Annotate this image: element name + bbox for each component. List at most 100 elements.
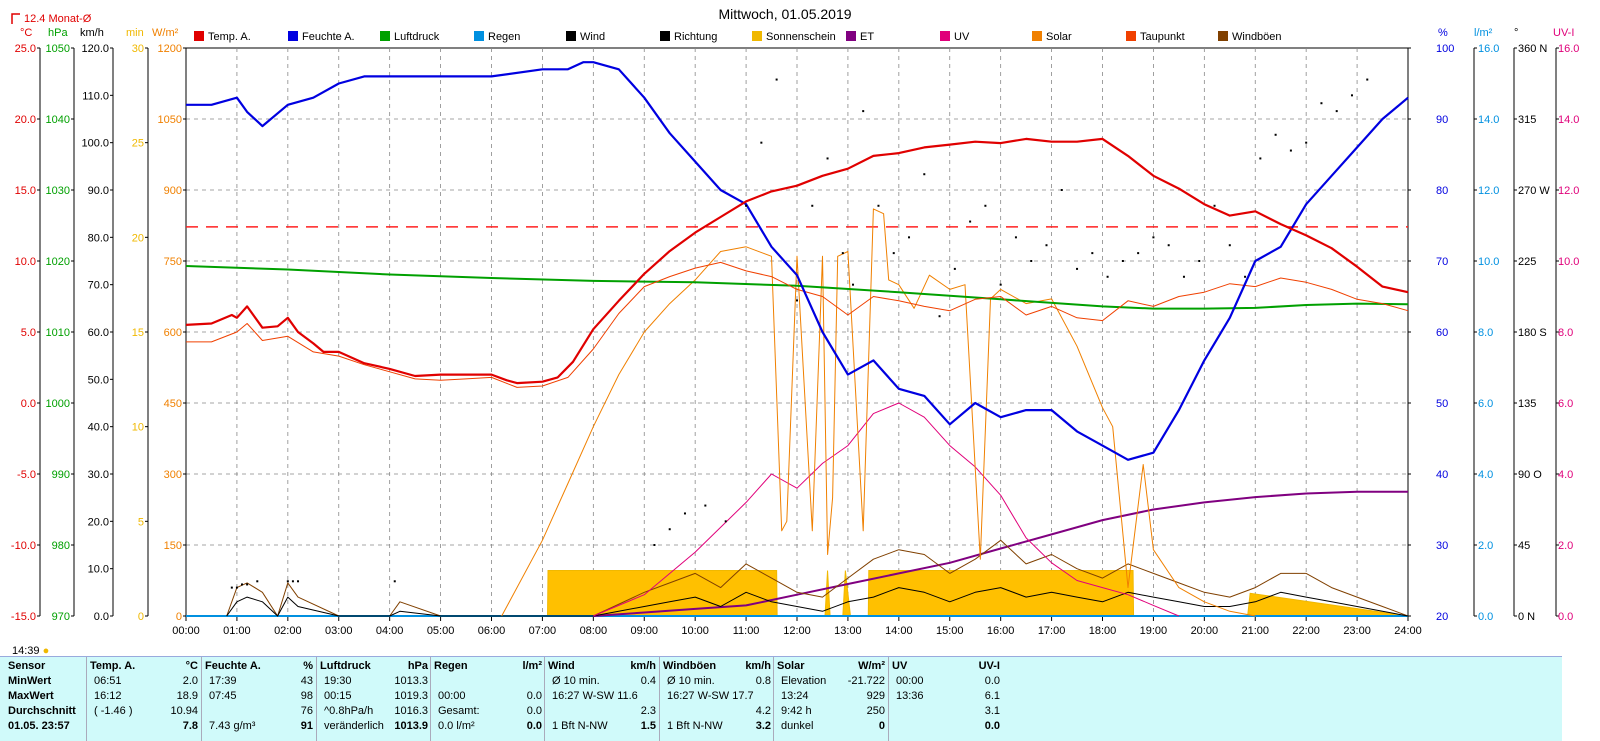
stats-column-unit: % [303, 660, 313, 672]
stats-cell-value: 929 [866, 690, 885, 702]
y-tick-label-rain: 12.0 [1478, 185, 1499, 197]
series-temp-a- [185, 137, 1409, 385]
y-tick-label-wind: 10.0 [88, 564, 109, 576]
stats-cell-value: 1013.9 [394, 720, 428, 732]
stats-cell-value: 1016.3 [394, 705, 428, 717]
stats-cell-value: 1013.3 [394, 675, 428, 687]
legend-label: Solar [1046, 31, 1072, 43]
legend-label: Luftdruck [394, 31, 440, 43]
x-tick-label: 19:00 [1140, 625, 1168, 637]
stats-cell-value: 6.1 [984, 690, 1000, 702]
stats-cell-value: 91 [300, 720, 313, 732]
y-tick-label-dir: 360 N [1518, 43, 1547, 55]
y-tick-label-pressure: 1000 [46, 398, 70, 410]
y-tick-label-sun: 25 [132, 138, 144, 150]
stats-column-header: Wind [548, 660, 575, 672]
y-tick-label-temp: 10.0 [15, 256, 36, 268]
stats-cell-value: 43 [300, 675, 313, 687]
x-tick-label: 11:00 [733, 625, 760, 637]
legend-label: ET [860, 31, 874, 43]
unit-sun: min [126, 27, 144, 39]
stats-cell-label: 06:51 [94, 675, 122, 687]
y-tick-label-sun: 15 [132, 327, 144, 339]
y-tick-label-uv: 2.0 [1558, 540, 1573, 552]
y-tick-label-rain: 16.0 [1478, 43, 1499, 55]
direction-point [1274, 133, 1277, 136]
y-tick-label-solar: 450 [164, 398, 182, 410]
x-tick-label: 09:00 [630, 625, 658, 637]
x-tick-label: 12:00 [783, 625, 811, 637]
x-tick-label: 23:00 [1343, 625, 1371, 637]
direction-point [1121, 260, 1124, 262]
direction-point [796, 299, 798, 302]
y-tick-label-hum: 70 [1436, 256, 1448, 268]
x-tick-label: 00:00 [172, 625, 200, 637]
stats-cell-value: 10.94 [170, 705, 198, 717]
y-tick-label-pressure: 1040 [46, 114, 70, 126]
stats-cell-label: 00:15 [324, 690, 352, 702]
stats-cell-value: 0.0 [984, 720, 1000, 732]
stats-cell-value: 98 [300, 690, 313, 702]
y-tick-label-rain: 0.0 [1478, 611, 1493, 623]
y-tick-label-pressure: 1050 [46, 43, 70, 55]
stats-column-header: Windböen [663, 660, 717, 672]
direction-point [653, 544, 656, 546]
stats-column-unit: km/h [745, 660, 771, 672]
stats-column-divider [888, 657, 889, 741]
direction-point [1350, 94, 1353, 97]
stats-cell-label: Ø 10 min. [667, 675, 715, 687]
stats-column-divider [659, 657, 660, 741]
x-tick-label: 17:00 [1038, 625, 1066, 637]
stats-cell-value: 4.2 [755, 705, 771, 717]
weather-chart: Mittwoch, 01.05.2019 Temp. A. Feuchte A. L… [11, 6, 1580, 637]
direction-point [1152, 236, 1155, 239]
legend-swatch [940, 31, 950, 41]
stats-cell-value: 0.0 [526, 690, 542, 702]
x-tick-label: 03:00 [325, 625, 353, 637]
direction-point [984, 204, 987, 207]
x-tick-label: 20:00 [1191, 625, 1219, 637]
unit-pressure: hPa [48, 27, 68, 39]
stats-row-label: MaxWert [8, 690, 54, 702]
x-tick-label: 07:00 [529, 625, 557, 637]
y-tick-label-wind: 70.0 [88, 280, 109, 292]
y-tick-label-wind: 0.0 [94, 611, 109, 623]
series-luftdruck [185, 265, 1409, 310]
stats-column-header: Regen [434, 660, 468, 672]
stats-cell-label: ^0.8hPa/h [324, 705, 374, 717]
direction-point [246, 583, 249, 586]
stats-cell-value: 0 [878, 720, 885, 732]
direction-point [1182, 275, 1185, 278]
stats-column-unit: UV-I [978, 660, 1000, 672]
y-tick-label-hum: 60 [1436, 327, 1448, 339]
y-tick-label-pressure: 980 [52, 540, 70, 552]
axis-unit-labels: °C hPa km/h min W/m² % l/m² ° UV-I [20, 27, 1574, 39]
stats-cell-label: 7.43 g/m³ [209, 720, 256, 732]
month-average-label: 12.4 Monat-Ø [11, 13, 92, 25]
legend-label: Wind [580, 31, 605, 43]
stats-cell-value: 2.0 [182, 675, 198, 687]
stats-cell-label: 0.0 l/m² [438, 720, 475, 732]
y-tick-label-hum: 50 [1436, 398, 1448, 410]
direction-point [1060, 189, 1063, 191]
stats-row-label: Durchschnitt [8, 705, 76, 717]
y-tick-label-solar: 900 [164, 185, 182, 197]
y-tick-label-solar: 1050 [158, 114, 182, 126]
legend: Temp. A. Feuchte A. Luftdruck Regen Wind Rich… [194, 31, 1282, 43]
stats-cell-label: 16:27 W-SW 17.7 [667, 690, 754, 702]
y-tick-label-wind: 60.0 [88, 327, 109, 339]
legend-label: Temp. A. [208, 31, 251, 43]
legend-swatch [752, 31, 762, 41]
y-tick-label-temp: 5.0 [21, 327, 36, 339]
x-tick-label: 16:00 [987, 625, 1015, 637]
y-tick-label-rain: 4.0 [1478, 469, 1493, 481]
y-tick-label-uv: 12.0 [1558, 185, 1579, 197]
y-tick-label-temp: -10.0 [11, 540, 36, 552]
y-tick-label-solar: 300 [164, 469, 182, 481]
direction-point [393, 580, 396, 583]
direction-point [908, 236, 911, 239]
unit-hum: % [1438, 27, 1448, 39]
stats-column-divider [316, 657, 317, 741]
stats-cell-value: 0.4 [640, 675, 656, 687]
y-tick-label-pressure: 1020 [46, 256, 70, 268]
